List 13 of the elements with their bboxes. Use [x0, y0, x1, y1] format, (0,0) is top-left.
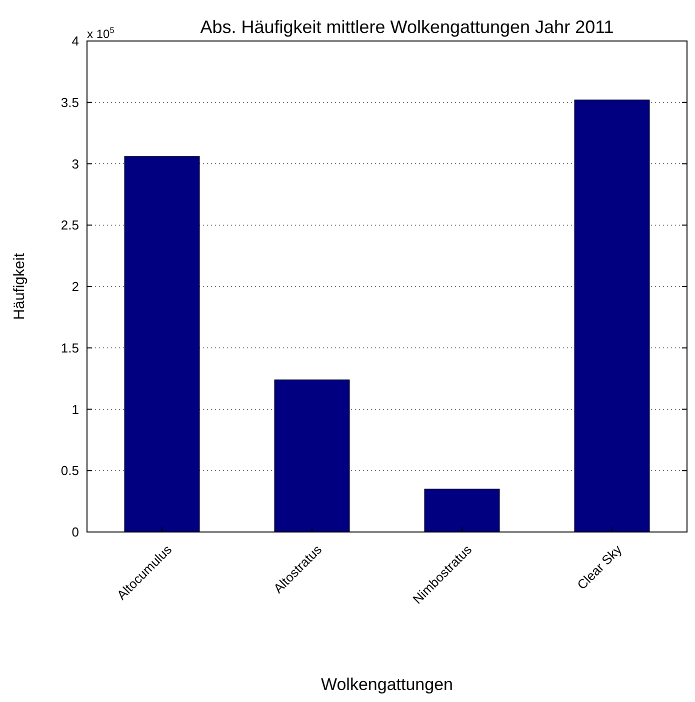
annotation: x 10$^{5}$	[87, 25, 115, 41]
chart-title: Abs. Häufigkeit mittlere Wolkengattungen Jahr 2011	[200, 17, 614, 37]
y-tick-label: 1	[72, 402, 79, 417]
y-tick-label: 2.5	[60, 218, 79, 233]
x-axis-title: Wolkengattungen	[320, 675, 454, 694]
y-tick-label: 2	[72, 279, 79, 294]
y-tick-label: 0	[72, 524, 79, 540]
y-axis-title: Häufigkeit	[11, 252, 28, 320]
y-tick-label: 4	[72, 34, 79, 49]
y-tick-label: 3	[72, 156, 79, 172]
y-tick-label: 1.5	[60, 340, 79, 356]
y-tick-label: 0.5	[60, 463, 79, 478]
y-tick-label: 3.5	[60, 94, 79, 110]
